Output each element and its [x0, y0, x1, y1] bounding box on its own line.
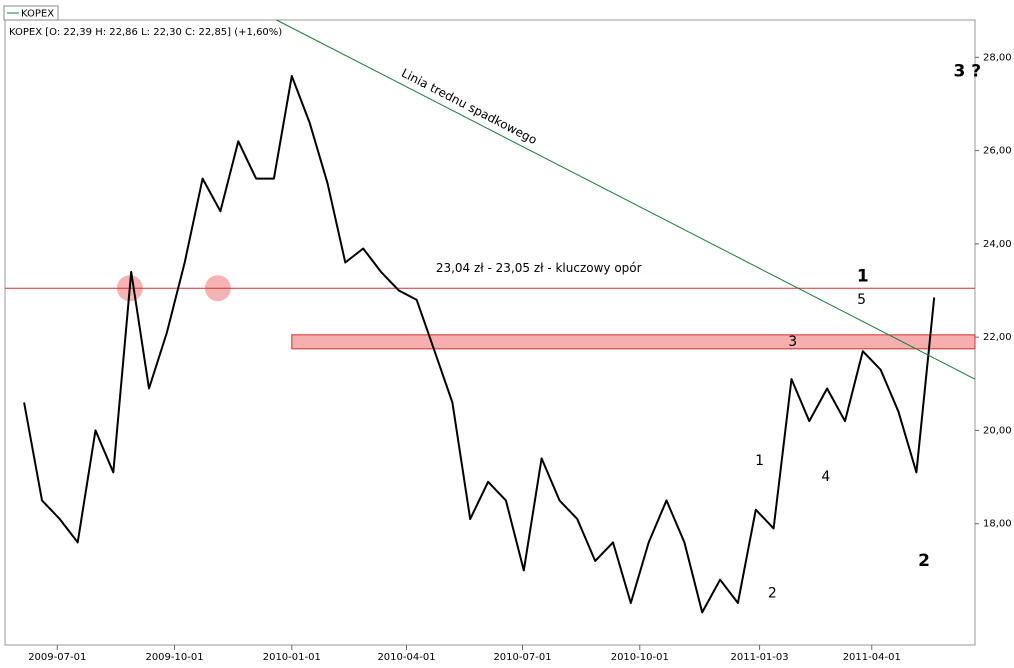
- y-tick-label: 22,00: [983, 332, 1012, 343]
- price-line: [23, 75, 936, 614]
- x-tick-label: 2011-01-03: [731, 652, 789, 663]
- x-tick-label: 2011-04-01: [843, 652, 901, 663]
- resistance-label: 23,04 zł - 23,05 zł - kluczowy opór: [436, 261, 642, 275]
- x-tick-label: 2010-07-01: [493, 652, 551, 663]
- x-tick-label: 2010-04-01: [377, 652, 435, 663]
- y-tick-label: 26,00: [983, 146, 1012, 157]
- legend-box: [3, 5, 59, 21]
- resistance-zone: [291, 334, 976, 350]
- wave-label: 2: [918, 551, 930, 571]
- wave-label: 1: [755, 453, 764, 469]
- x-tick-label: 2009-10-01: [145, 652, 203, 663]
- x-tick-label: 2010-10-01: [611, 652, 669, 663]
- header: KOPEX [O: 22,39 H: 22,86 L: 22,30 C: 22,…: [9, 27, 282, 38]
- x-tick-label: 2010-01-01: [263, 652, 321, 663]
- trend-line: [276, 19, 976, 380]
- wave-label: 5: [857, 292, 866, 308]
- wave-label: 1: [857, 267, 869, 287]
- y-tick-label: 20,00: [983, 425, 1012, 436]
- y-tick-label: 28,00: [983, 52, 1012, 63]
- wave-label: 3 ?: [954, 61, 982, 81]
- legend-label: KOPEX: [21, 9, 54, 20]
- y-tick-label: 24,00: [983, 239, 1012, 250]
- wave-label: 3: [788, 334, 797, 350]
- wave-label: 4: [821, 469, 830, 485]
- y-tick-label: 18,00: [983, 519, 1012, 530]
- wave-label: 2: [768, 586, 777, 602]
- x-tick-label: 2009-07-01: [28, 652, 86, 663]
